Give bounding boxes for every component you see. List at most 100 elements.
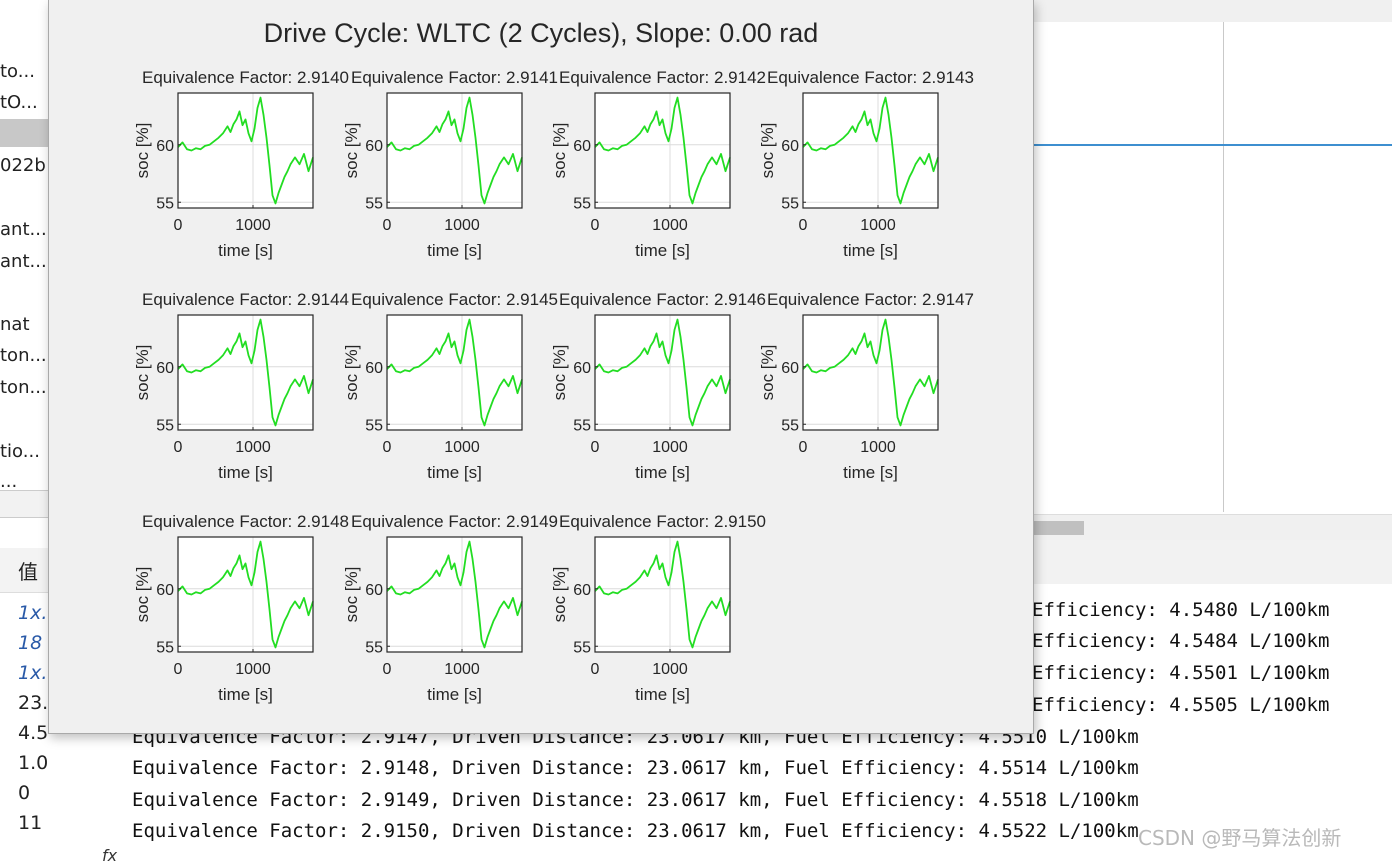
subplot-title: Equivalence Factor: 2.9142: [559, 68, 766, 87]
console-line: Equivalence Factor: 2.9149, Driven Dista…: [132, 789, 1139, 811]
panel-splitter[interactable]: [0, 490, 48, 518]
y-axis-label: soc [%]: [758, 123, 777, 179]
workspace-value[interactable]: 4.5: [18, 722, 48, 744]
axes-background: [178, 315, 313, 430]
x-tick-label: 0: [591, 439, 600, 456]
subplot-title: Equivalence Factor: 2.9148: [142, 512, 349, 531]
y-axis-label: soc [%]: [550, 567, 569, 623]
x-tick-label: 0: [174, 439, 183, 456]
x-tick-label: 1000: [860, 217, 896, 234]
figure-title: Drive Cycle: WLTC (2 Cycles), Slope: 0.0…: [263, 18, 819, 48]
x-tick-label: 1000: [860, 439, 896, 456]
workspace-value[interactable]: 1.0: [18, 752, 48, 774]
axes-background: [387, 93, 522, 208]
workspace-value-column-header[interactable]: 值: [18, 560, 38, 584]
y-tick-label: 60: [365, 360, 383, 377]
axes-background: [178, 537, 313, 652]
figure-window[interactable]: Drive Cycle: WLTC (2 Cycles), Slope: 0.0…: [48, 0, 1034, 734]
axes-data-line: [1032, 144, 1392, 146]
y-tick-label: 60: [573, 582, 591, 599]
subplot-title: Equivalence Factor: 2.9146: [559, 290, 766, 309]
y-tick-label: 60: [365, 582, 383, 599]
x-tick-label: 0: [591, 217, 600, 234]
y-axis-label: soc [%]: [133, 567, 152, 623]
y-tick-label: 55: [573, 417, 591, 434]
axes-box: [177, 536, 314, 653]
subplot-title: Equivalence Factor: 2.9140: [142, 68, 349, 87]
file-item[interactable]: nat: [0, 314, 30, 335]
x-tick-label: 0: [383, 439, 392, 456]
axes-box: [594, 536, 731, 653]
console-line: Efficiency: 4.5505 L/100km: [1032, 694, 1330, 716]
file-item[interactable]: to...: [0, 61, 35, 82]
file-item[interactable]: ton...: [0, 377, 47, 398]
workspace-value[interactable]: 1x.: [18, 662, 48, 684]
x-axis-label: time [s]: [843, 241, 898, 260]
axes-box: [802, 92, 939, 209]
file-item[interactable]: ton...: [0, 345, 47, 366]
y-tick-label: 60: [156, 360, 174, 377]
editor-toolbar: [1032, 0, 1392, 23]
subplot-title: Equivalence Factor: 2.9149: [351, 512, 558, 531]
workspace-value[interactable]: 18: [18, 632, 43, 654]
file-item[interactable]: ...: [0, 471, 18, 492]
x-axis-label: time [s]: [427, 463, 482, 482]
x-axis-label: time [s]: [218, 241, 273, 260]
subplot[interactable]: Equivalence Factor: 2.9150 60 550 1000 time …: [550, 512, 766, 704]
x-axis-label: time [s]: [218, 463, 273, 482]
workspace-value[interactable]: 1x.: [18, 602, 48, 624]
axes-background: [595, 93, 730, 208]
console-line: Equivalence Factor: 2.9148, Driven Dista…: [132, 757, 1139, 779]
axes-background: [595, 537, 730, 652]
file-item[interactable]: 022b: [0, 155, 46, 176]
file-item[interactable]: ant....: [0, 219, 48, 240]
console-line: Efficiency: 4.5484 L/100km: [1032, 630, 1330, 652]
y-tick-label: 55: [781, 417, 799, 434]
soc-series-line: [386, 540, 523, 649]
subplot[interactable]: Equivalence Factor: 2.9145 60 550 1000 time …: [342, 290, 558, 482]
subplot[interactable]: Equivalence Factor: 2.9141 60 550 1000 time …: [342, 68, 558, 260]
x-tick-label: 0: [799, 439, 808, 456]
subplot[interactable]: Equivalence Factor: 2.9144 60 550 1000 time …: [133, 290, 349, 482]
x-tick-label: 1000: [652, 439, 688, 456]
y-tick-label: 55: [156, 195, 174, 212]
x-tick-label: 1000: [444, 661, 480, 678]
y-tick-label: 60: [781, 360, 799, 377]
subplot[interactable]: Equivalence Factor: 2.9140 60 550 1000 time …: [133, 68, 349, 260]
soc-series-line: [594, 96, 731, 205]
axes-box: [386, 314, 523, 431]
y-tick-label: 60: [781, 138, 799, 155]
workspace-value[interactable]: 23.: [18, 692, 48, 714]
console-line: Efficiency: 4.5480 L/100km: [1032, 599, 1330, 621]
horizontal-scrollbar[interactable]: [1032, 514, 1392, 541]
subplot-title: Equivalence Factor: 2.9144: [142, 290, 349, 309]
file-item[interactable]: ant....: [0, 251, 48, 272]
file-item[interactable]: tio...: [0, 441, 40, 462]
subplot-title: Equivalence Factor: 2.9143: [767, 68, 974, 87]
x-tick-label: 1000: [444, 217, 480, 234]
workspace-value[interactable]: 0: [18, 782, 31, 804]
axes-box: [594, 92, 731, 209]
x-tick-label: 1000: [652, 661, 688, 678]
axes-background: [803, 93, 938, 208]
y-axis-label: soc [%]: [342, 567, 361, 623]
x-tick-label: 1000: [652, 217, 688, 234]
subplot-title: Equivalence Factor: 2.9147: [767, 290, 974, 309]
x-tick-label: 0: [383, 217, 392, 234]
command-prompt[interactable]: fx: [102, 846, 118, 865]
soc-series-line: [177, 318, 314, 427]
scrollbar-thumb[interactable]: [1032, 521, 1084, 535]
workspace-value[interactable]: 11: [18, 812, 43, 834]
subplot[interactable]: Equivalence Factor: 2.9149 60 550 1000 time …: [342, 512, 558, 704]
subplot[interactable]: Equivalence Factor: 2.9147 60 550 1000 time …: [758, 290, 974, 482]
subplot[interactable]: Equivalence Factor: 2.9148 60 550 1000 time …: [133, 512, 349, 704]
soc-series-line: [594, 540, 731, 649]
y-tick-label: 55: [573, 195, 591, 212]
x-tick-label: 1000: [235, 217, 271, 234]
x-tick-label: 1000: [235, 439, 271, 456]
subplot[interactable]: Equivalence Factor: 2.9142 60 550 1000 time …: [550, 68, 766, 260]
file-item[interactable]: [0, 119, 48, 147]
subplot[interactable]: Equivalence Factor: 2.9146 60 550 1000 time …: [550, 290, 766, 482]
subplot[interactable]: Equivalence Factor: 2.9143 60 550 1000 time …: [758, 68, 974, 260]
file-item[interactable]: tO...: [0, 92, 38, 113]
